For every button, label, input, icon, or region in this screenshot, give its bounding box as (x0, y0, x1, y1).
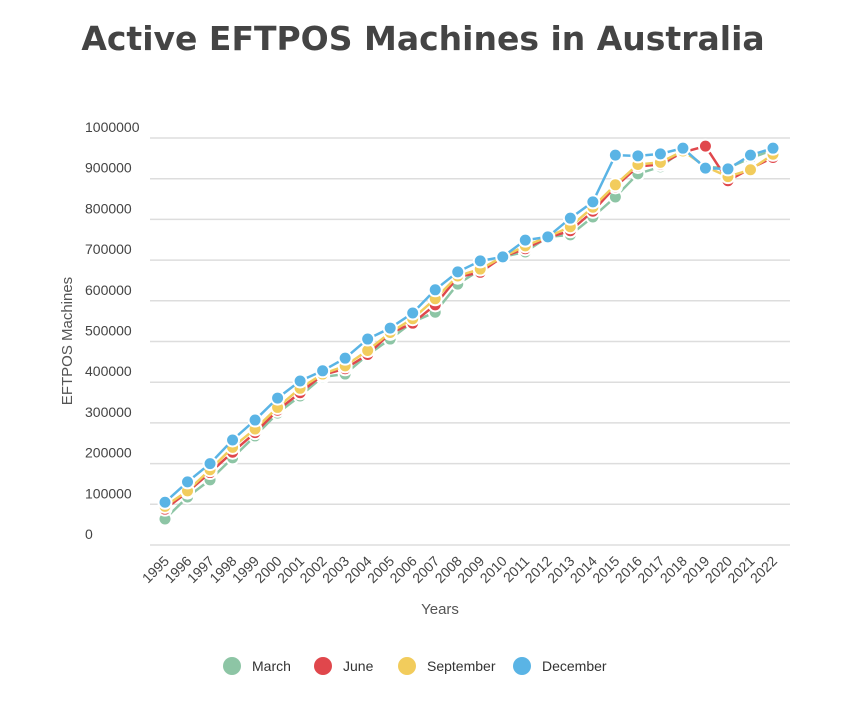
y-tick-label: 1000000 (85, 119, 140, 135)
data-point[interactable] (540, 229, 556, 245)
y-tick-label: 500000 (85, 323, 132, 339)
legend-marker (314, 657, 332, 675)
series-line (164, 146, 774, 504)
x-tick-label: 2022 (747, 553, 780, 586)
data-point[interactable] (337, 350, 353, 366)
y-tick-label: 300000 (85, 404, 132, 420)
data-point[interactable] (247, 412, 263, 428)
data-point[interactable] (225, 432, 241, 448)
data-point[interactable] (765, 140, 781, 156)
data-point[interactable] (270, 390, 286, 406)
data-point[interactable] (607, 177, 623, 193)
legend-item-september[interactable]: September (398, 657, 496, 675)
data-point[interactable] (562, 210, 578, 226)
data-point[interactable] (450, 264, 466, 280)
data-point[interactable] (517, 232, 533, 248)
series-line (164, 149, 774, 508)
data-point[interactable] (202, 456, 218, 472)
series-december (157, 140, 781, 510)
y-tick-label: 100000 (85, 485, 132, 501)
data-point[interactable] (315, 363, 331, 379)
data-point[interactable] (472, 253, 488, 269)
data-point[interactable] (675, 140, 691, 156)
series-september (157, 143, 781, 514)
y-tick-label: 800000 (85, 200, 132, 216)
legend-label: March (252, 658, 291, 674)
data-point[interactable] (495, 249, 511, 265)
data-point[interactable] (382, 320, 398, 336)
data-point[interactable] (697, 160, 713, 176)
y-tick-label: 400000 (85, 363, 132, 379)
data-point[interactable] (607, 147, 623, 163)
legend-label: December (542, 658, 607, 674)
legend-marker (398, 657, 416, 675)
chart-title: Active EFTPOS Machines in Australia (81, 19, 764, 58)
y-tick-label: 200000 (85, 445, 132, 461)
series-march (157, 142, 781, 527)
data-point[interactable] (742, 147, 758, 163)
legend-item-june[interactable]: June (314, 657, 374, 675)
legend-marker (223, 657, 241, 675)
data-point[interactable] (652, 146, 668, 162)
x-axis-label: Years (421, 601, 459, 618)
data-point[interactable] (630, 148, 646, 164)
series-line (164, 144, 774, 511)
y-tick-label: 900000 (85, 160, 132, 176)
legend-label: June (343, 658, 374, 674)
legend-marker (513, 657, 531, 675)
data-point[interactable] (742, 162, 758, 178)
legend-label: September (427, 658, 496, 674)
data-point[interactable] (292, 373, 308, 389)
data-point[interactable] (180, 474, 196, 490)
data-point[interactable] (360, 331, 376, 347)
y-axis-label: EFTPOS Machines (59, 277, 76, 405)
data-point[interactable] (720, 161, 736, 177)
data-point[interactable] (405, 305, 421, 321)
legend-item-march[interactable]: March (223, 657, 291, 675)
series-june (157, 138, 781, 517)
data-point[interactable] (585, 194, 601, 210)
data-point[interactable] (697, 138, 713, 154)
data-point[interactable] (427, 282, 443, 298)
y-tick-label: 600000 (85, 282, 132, 298)
legend-item-december[interactable]: December (513, 657, 607, 675)
y-tick-label: 700000 (85, 241, 132, 257)
data-point[interactable] (157, 494, 173, 510)
y-tick-label: 0 (85, 526, 93, 542)
